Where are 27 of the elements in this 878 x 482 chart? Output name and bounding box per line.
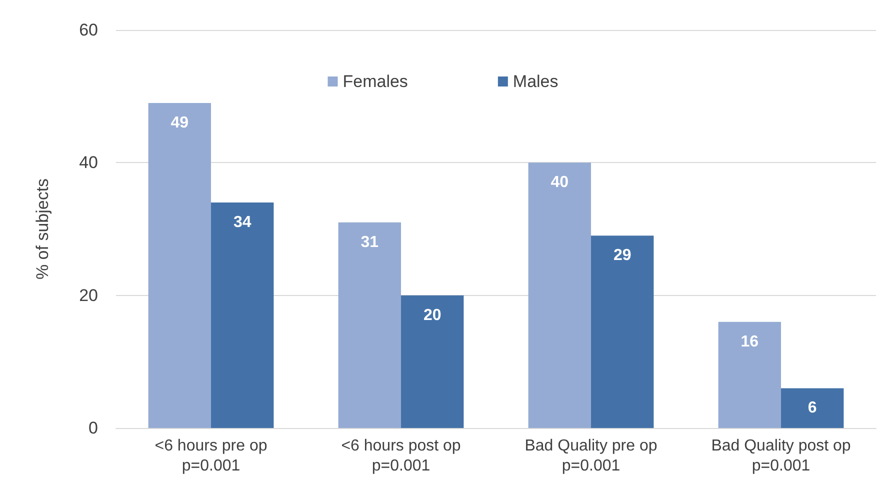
y-tick-label: 60 xyxy=(79,20,98,40)
bar xyxy=(211,202,274,428)
legend-label: Males xyxy=(512,72,558,91)
bar xyxy=(528,162,591,428)
x-tick-label: Bad Quality post op p=0.001 xyxy=(711,438,851,474)
y-tick-label: 0 xyxy=(88,418,98,438)
data-label: 40 xyxy=(550,174,569,192)
x-tick-label: <6 hours pre op p=0.001 xyxy=(154,438,268,474)
data-label: 49 xyxy=(170,114,189,132)
data-label: 31 xyxy=(360,234,379,251)
bar xyxy=(401,295,464,428)
data-label: 16 xyxy=(740,333,759,350)
bar xyxy=(148,102,211,428)
x-tick-label: <6 hours post op p=0.001 xyxy=(341,438,461,474)
y-tick-label: 20 xyxy=(79,286,98,305)
bar xyxy=(781,388,844,428)
data-label: 29 xyxy=(613,247,632,264)
y-axis-title: % of subjects xyxy=(33,178,52,280)
bar xyxy=(718,322,781,428)
bar xyxy=(338,222,401,428)
bar xyxy=(591,236,654,428)
y-tick-label: 40 xyxy=(79,153,98,172)
x-tick-label: Bad Quality pre op p=0.001 xyxy=(524,438,658,474)
data-label: 34 xyxy=(233,214,252,231)
data-label: 6 xyxy=(808,400,817,417)
data-label: 20 xyxy=(423,306,442,324)
legend-label: Females xyxy=(342,72,408,91)
